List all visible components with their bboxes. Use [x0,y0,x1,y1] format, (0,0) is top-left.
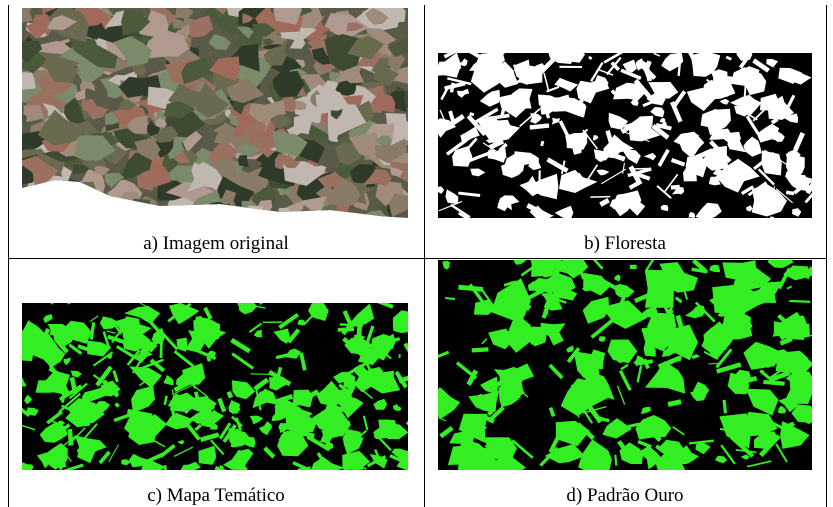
field [241,206,264,228]
strip [530,126,549,128]
strip [405,301,430,317]
strip [581,272,583,279]
field [85,195,112,209]
strip [763,382,784,384]
strip [63,385,65,402]
strip [581,99,582,103]
field [95,199,145,232]
field [18,194,32,216]
caption: b) Floresta [584,233,666,254]
strip [503,41,509,54]
original-image [5,0,424,232]
field [246,211,262,224]
strip [472,349,489,350]
strip [471,113,472,116]
field [17,189,40,203]
figure: a) Imagem original b) Floresta c) Mapa T… [0,0,833,507]
caption: d) Padrão Ouro [566,485,683,506]
strip [589,57,592,59]
strip [62,455,64,468]
field [210,203,228,220]
field [62,182,98,208]
field [176,204,213,232]
field [15,72,36,90]
strip [578,183,590,184]
strip [762,370,763,373]
strip [399,354,400,358]
field [32,187,77,220]
strip [451,83,453,93]
strip [445,298,455,299]
strip [51,296,59,303]
strip [475,443,476,457]
strip [67,293,88,303]
caption: a) Imagem original [143,233,289,254]
strip [45,329,48,336]
strip [502,109,504,115]
strip [151,394,152,398]
strip [786,192,794,193]
strip [116,404,119,407]
strip [724,400,725,413]
strip [770,217,772,227]
strip [359,323,360,338]
strip [488,411,492,414]
field [64,206,80,217]
strip [338,329,354,330]
strip [612,91,615,94]
strip [542,141,543,146]
patch [14,344,34,362]
strip [196,392,198,399]
patch [722,260,756,280]
strip [608,131,611,142]
field [10,191,49,217]
strip [250,288,262,304]
field [86,199,114,222]
field [152,211,171,225]
strip [70,429,72,445]
strip [635,361,652,364]
strip [615,455,616,466]
strip [616,156,625,159]
patch [761,150,781,175]
strip [229,392,231,398]
caption: c) Mapa Temático [147,485,285,506]
strip [545,309,546,315]
field [65,205,85,216]
strip [647,68,650,81]
field [12,192,35,209]
strip [508,103,518,105]
field [11,200,48,216]
strip [789,301,810,302]
field [133,199,152,214]
strip [668,402,681,405]
strip [458,287,483,289]
